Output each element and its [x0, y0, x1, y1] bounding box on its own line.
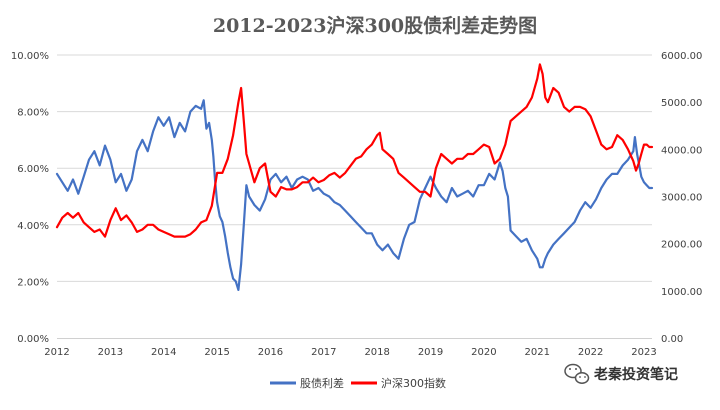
x-tick-label: 2012: [44, 347, 69, 358]
chart-title: 2012-2023沪深300股债利差走势图: [213, 14, 537, 37]
left-axis-ticks: 0.00% 2.00% 4.00% 6.00% 8.00% 10.00%: [11, 51, 49, 345]
watermark: 老秦投资笔记: [564, 363, 678, 384]
x-tick-label: 2016: [258, 347, 283, 358]
x-axis-ticks: 2012 2013 2014 2015 2016 2017 2018 2019 2020 2021…: [44, 347, 656, 358]
right-axis-ticks: 0.00 1000.00 2000.00 3000.00 4000.00 5000.00 6…: [661, 51, 702, 345]
right-tick-label: 2000.00: [661, 240, 702, 251]
right-tick-label: 6000.00: [661, 51, 702, 62]
right-tick-label: 3000.00: [661, 193, 702, 204]
x-tick-label: 2017: [311, 347, 336, 358]
x-tick-label: 2014: [151, 347, 176, 358]
series-layer: [55, 63, 654, 291]
legend-label-spread: 股债利差: [300, 376, 344, 390]
left-tick-label: 2.00%: [17, 277, 49, 288]
left-tick-label: 8.00%: [17, 108, 49, 119]
x-tick-label: 2021: [525, 347, 550, 358]
right-tick-label: 1000.00: [661, 287, 702, 298]
x-tick-label: 2022: [578, 347, 603, 358]
x-tick-label: 2023: [631, 347, 656, 358]
left-tick-label: 4.00%: [17, 221, 49, 232]
left-tick-label: 0.00%: [17, 334, 49, 345]
wechat-icon: [564, 363, 590, 384]
x-tick-label: 2020: [471, 347, 496, 358]
right-tick-label: 4000.00: [661, 145, 702, 156]
x-tick-label: 2019: [418, 347, 443, 358]
series-line-index: [55, 63, 654, 238]
right-tick-label: 5000.00: [661, 98, 702, 109]
x-tick-label: 2013: [98, 347, 123, 358]
left-tick-label: 6.00%: [17, 164, 49, 175]
gridlines: [57, 54, 652, 282]
watermark-text: 老秦投资笔记: [594, 366, 678, 383]
series-line-spread: [55, 99, 654, 291]
legend: 股债利差 沪深300指数: [270, 376, 446, 390]
x-tick-label: 2015: [204, 347, 229, 358]
legend-label-index: 沪深300指数: [381, 376, 446, 390]
left-tick-label: 10.00%: [11, 51, 49, 62]
x-tick-label: 2018: [364, 347, 389, 358]
right-tick-label: 0.00: [661, 334, 683, 345]
